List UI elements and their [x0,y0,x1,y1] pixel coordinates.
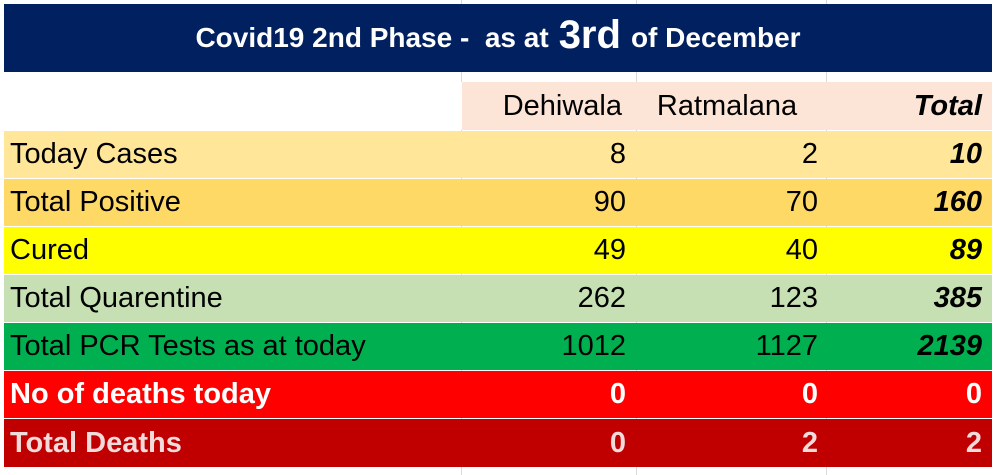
cell-ratmalana: 123 [769,282,818,314]
title-suffix: of December [630,22,801,53]
cell-dehiwala: 0 [609,378,626,410]
cell-total: 89 [949,234,982,266]
table-row: Total Deaths 0 2 2 [4,419,992,467]
cell-dehiwala: 1012 [561,330,626,362]
cell-ratmalana: 70 [785,186,818,218]
cell-ratmalana: 40 [785,234,818,266]
row-label: Cured [10,234,89,266]
row-label: Total PCR Tests as at today [10,330,366,362]
table-row: Cured 49 40 89 [4,227,992,274]
table-row: Total Positive 90 70 160 [4,179,992,226]
title-prefix: Covid19 2nd Phase - as at [195,22,549,53]
cell-dehiwala: 49 [593,234,626,266]
row-label: No of deaths today [10,378,272,410]
cell-ratmalana: 0 [801,378,818,410]
cell-dehiwala: 8 [609,138,626,170]
header-cell-dehiwala: Dehiwala [462,82,636,130]
table-row: Total PCR Tests as at today 1012 1127 21… [4,323,992,370]
title-highlight: 3rd [558,12,621,57]
header-cell-blank [4,82,462,130]
cell-ratmalana: 1127 [755,330,818,362]
table-title: Covid19 2nd Phase - as at 3rd of Decembe… [4,4,992,72]
table-row: No of deaths today 0 0 0 [4,371,992,418]
cell-dehiwala: 0 [609,426,626,459]
cell-dehiwala: 262 [577,282,626,314]
row-label: Total Positive [10,186,181,218]
cell-total: 0 [965,378,982,410]
row-label: Today Cases [10,138,178,170]
cell-total: 160 [933,186,982,218]
cell-total: 385 [933,282,982,314]
row-label: Total Deaths [10,426,182,459]
cell-dehiwala: 90 [593,186,626,218]
table-row: Today Cases 8 2 10 [4,131,992,178]
header-cell-total: Total [830,82,992,130]
header-cell-ratmalana: Ratmalana [636,82,830,130]
cell-total: 2139 [917,330,982,362]
row-label: Total Quarentine [10,282,223,314]
table-row: Total Quarentine 262 123 385 [4,275,992,322]
cell-total: 2 [965,426,982,459]
header-row: Dehiwala Ratmalana Total [4,82,992,130]
cell-ratmalana: 2 [801,138,818,170]
cell-ratmalana: 2 [801,426,818,459]
cell-total: 10 [949,138,982,170]
